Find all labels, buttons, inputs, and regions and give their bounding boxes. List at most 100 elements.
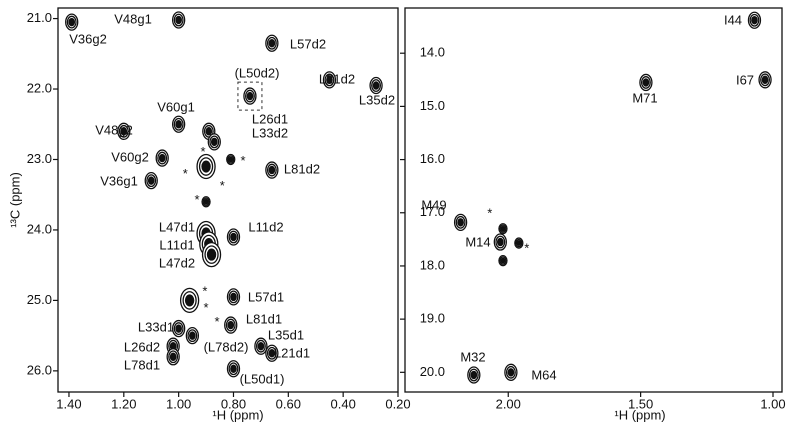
peak-label: V48g2 bbox=[95, 122, 133, 137]
peak-label: L57d1 bbox=[248, 289, 284, 304]
annotation: * bbox=[201, 144, 206, 159]
peak-label: M32 bbox=[460, 349, 485, 364]
annotation: * bbox=[487, 206, 492, 221]
x-tick-label: 2.00 bbox=[496, 396, 521, 411]
peak-contour bbox=[184, 294, 195, 307]
x-tick-label: 1.50 bbox=[628, 396, 653, 411]
peak-contour bbox=[751, 15, 758, 25]
peak-label: L47d1 bbox=[159, 219, 195, 234]
peak-contour bbox=[372, 81, 380, 90]
peak-contour bbox=[642, 78, 650, 87]
annotation: * bbox=[183, 166, 188, 181]
peak-label: I67 bbox=[736, 72, 754, 87]
peak-contour bbox=[230, 364, 237, 373]
y-tick-label: 26.0 bbox=[27, 362, 52, 377]
peak-contour bbox=[189, 331, 196, 340]
y-tick-label: 17.0 bbox=[420, 204, 445, 219]
x-tick-label: 1.40 bbox=[56, 396, 81, 411]
peak-label: M64 bbox=[531, 367, 556, 382]
x-tick-label: 0.40 bbox=[331, 396, 356, 411]
annotation: * bbox=[524, 241, 529, 256]
peak-contour bbox=[203, 198, 209, 205]
peak-contour bbox=[230, 232, 237, 242]
peak-label: V60g1 bbox=[157, 99, 195, 114]
peak-label: L81d1 bbox=[246, 311, 282, 326]
peak-contour bbox=[516, 240, 522, 246]
x-tick-label: 0.80 bbox=[221, 396, 246, 411]
peak-contour bbox=[500, 257, 506, 264]
peak-contour bbox=[210, 137, 218, 147]
plot-frame bbox=[57, 7, 399, 393]
peak-label: V36g1 bbox=[100, 173, 138, 188]
peak-contour bbox=[326, 75, 333, 85]
x-tick-label: 0.20 bbox=[385, 396, 410, 411]
annotation: * bbox=[220, 178, 225, 193]
peak-label: M14 bbox=[465, 234, 490, 249]
peak-contour bbox=[201, 160, 211, 173]
x-axis-title: ¹H (ppm) bbox=[212, 407, 263, 422]
peak-label: V60g2 bbox=[111, 149, 149, 164]
peak-contour bbox=[175, 15, 182, 25]
y-tick-label: 15.0 bbox=[420, 98, 445, 113]
peak-label: L78d1 bbox=[124, 357, 160, 372]
x-tick-label: 1.00 bbox=[166, 396, 191, 411]
peak-label: V36g2 bbox=[69, 31, 107, 46]
annotation: * bbox=[194, 192, 199, 207]
peak-label: (L50d1) bbox=[240, 371, 285, 386]
peak-contour bbox=[457, 218, 464, 227]
x-axis-title: ¹H (ppm) bbox=[614, 407, 665, 422]
y-tick-label: 14.0 bbox=[420, 45, 445, 60]
x-tick-label: 0.60 bbox=[276, 396, 301, 411]
y-tick-label: 25.0 bbox=[27, 292, 52, 307]
peak-label: (L78d2) bbox=[204, 339, 249, 354]
peak-contour bbox=[470, 370, 478, 380]
annotation: * bbox=[204, 300, 209, 315]
peak-label: L81d2 bbox=[284, 161, 320, 176]
peak-contour bbox=[268, 348, 276, 358]
highlight-box bbox=[237, 81, 263, 111]
peak-label: L21d1 bbox=[274, 345, 310, 360]
peak-contour bbox=[206, 248, 217, 261]
peak-label: I44 bbox=[724, 12, 742, 27]
y-tick-label: 23.0 bbox=[27, 151, 52, 166]
peak-contour bbox=[246, 91, 254, 101]
peak-label: L26d1 bbox=[252, 111, 288, 126]
x-tick-label: 1.00 bbox=[760, 396, 785, 411]
peak-contour bbox=[230, 292, 237, 302]
y-tick-label: 22.0 bbox=[27, 80, 52, 95]
peak-contour bbox=[175, 324, 182, 333]
annotation: * bbox=[241, 153, 246, 168]
peak-contour bbox=[228, 156, 234, 163]
peak-contour bbox=[268, 38, 276, 48]
peak-contour bbox=[175, 120, 182, 129]
peak-contour bbox=[169, 352, 177, 362]
peak-label: L26d2 bbox=[124, 339, 160, 354]
annotation: * bbox=[202, 284, 207, 299]
peak-label: V48g1 bbox=[114, 11, 152, 26]
peak-contour bbox=[496, 237, 504, 247]
peak-label: L35d1 bbox=[268, 327, 304, 342]
peak-contour bbox=[268, 165, 276, 175]
y-tick-label: 21.0 bbox=[27, 10, 52, 25]
peak-label: L33d1 bbox=[138, 319, 174, 334]
y-tick-label: 16.0 bbox=[420, 151, 445, 166]
peak-label: L57d2 bbox=[290, 36, 326, 51]
peak-contour bbox=[227, 320, 235, 330]
peak-contour bbox=[158, 153, 166, 163]
y-tick-label: 24.0 bbox=[27, 221, 52, 236]
peak-label: (L50d2) bbox=[235, 65, 280, 80]
peak-label: L11d1 bbox=[159, 237, 194, 252]
peak-contour bbox=[257, 341, 265, 351]
peak-label: L35d2 bbox=[359, 92, 395, 107]
y-tick-label: 18.0 bbox=[420, 257, 445, 272]
peak-label: M71 bbox=[632, 90, 657, 105]
peak-contour bbox=[147, 176, 155, 185]
peak-label: L11d2 bbox=[248, 219, 283, 234]
peak-label: L21d2 bbox=[319, 71, 355, 86]
y-axis-title: ¹³C (ppm) bbox=[7, 172, 22, 228]
plot-frame bbox=[404, 7, 783, 393]
peak-contour bbox=[68, 17, 76, 27]
peak-contour bbox=[500, 225, 506, 232]
annotation: * bbox=[215, 314, 220, 329]
